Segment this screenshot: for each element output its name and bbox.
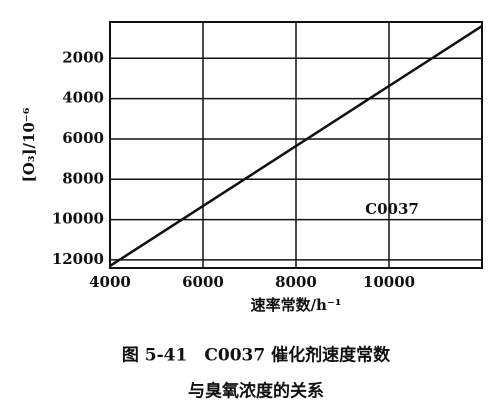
y-tick-label: 12000: [52, 250, 104, 268]
y-tick-label: 6000: [62, 129, 104, 147]
y-tick-label: 8000: [62, 169, 104, 187]
y-tick-label: 10000: [52, 210, 104, 228]
caption-line: 图 5-41 C0037 催化剂速度常数: [122, 345, 391, 366]
annotation: C0037: [365, 200, 419, 218]
x-tick-label: 8000: [275, 273, 317, 291]
data-line: [109, 24, 483, 268]
y-axis-label: [O₃]/10⁻⁶: [20, 107, 38, 182]
x-tick-label: 10000: [363, 273, 415, 291]
y-tick-label: 4000: [62, 89, 104, 107]
x-tick-label: 6000: [182, 273, 224, 291]
x-tick-label: 4000: [89, 273, 131, 291]
y-tick-label: 2000: [62, 48, 104, 66]
x-axis-label: 速率常数/h⁻¹: [251, 296, 342, 314]
caption-line: 与臭氧浓度的关系: [188, 381, 324, 402]
